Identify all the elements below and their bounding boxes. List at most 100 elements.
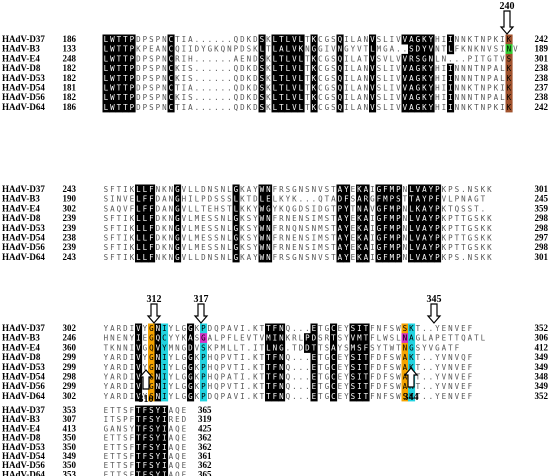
residue-highlight [414,53,422,64]
residue-highlight [388,223,396,234]
residue-highlight [148,323,156,334]
position-label: 317 [194,294,209,305]
start-position: 248 [63,53,77,63]
residue-highlight [161,405,169,415]
start-position: 243 [63,184,77,194]
residue-highlight [343,223,351,234]
residue-highlight [427,252,435,263]
residue-highlight [265,213,273,224]
end-position: 349 [535,381,549,391]
residue-highlight [414,63,422,74]
residue-highlight [102,53,110,64]
residue-highlight [408,233,416,243]
residue-highlight [336,34,344,45]
residue-highlight [102,92,110,103]
residue-highlight [135,213,143,224]
sequence-name: HAdV-D56 [2,381,45,391]
residue-highlight [414,252,422,263]
residue-highlight [401,342,409,353]
residue-highlight [161,469,169,476]
residue-highlight [128,102,136,113]
residue-highlight [401,381,409,392]
residue-highlight [427,242,435,253]
residue-highlight [154,333,162,344]
residue-highlight [336,83,344,93]
residue-highlight [265,184,273,195]
end-position: 238 [535,92,549,102]
residue-highlight [362,323,370,334]
residue-highlight [356,194,364,205]
start-position: 302 [63,323,77,333]
residue-highlight [362,184,370,195]
residue-highlight [414,233,422,243]
residue-highlight [401,333,409,344]
end-position: 238 [535,73,549,83]
residue-highlight [135,469,143,476]
start-position: 239 [63,213,77,223]
residue-highlight [135,433,143,443]
residue-highlight [408,223,416,234]
residue-highlight [291,63,299,74]
residue-highlight [369,73,377,84]
residue-highlight [447,44,455,55]
residue-highlight [284,63,292,74]
end-position: 301 [535,184,549,194]
residue-highlight [401,34,409,45]
end-position: 349 [535,352,549,362]
residue-highlight [154,342,162,353]
residue-highlight [382,184,390,195]
start-position: 299 [63,352,77,362]
residue-highlight [408,333,416,344]
residue-highlight [336,203,344,214]
residue-highlight [356,184,364,195]
residue-highlight [161,333,169,344]
residue-highlight [291,73,299,84]
residue-highlight [330,391,338,402]
start-position: 239 [63,223,77,233]
residue-highlight [343,242,351,253]
residue-highlight [109,44,117,55]
residue-highlight [187,391,195,402]
residue-highlight [310,333,318,344]
residue-highlight [135,252,143,263]
residue-highlight [336,184,344,195]
residue-highlight [174,242,182,253]
arrow [146,303,162,324]
end-position: 301 [535,252,549,262]
residue-highlight [336,233,344,243]
sequence-name: HAdV-D56 [2,460,45,470]
residue-highlight [135,442,143,452]
residue-highlight [336,73,344,84]
residue-highlight [102,83,110,93]
sequence-name: HAdV-D53 [2,73,45,83]
residue-highlight [265,223,273,234]
residue-highlight [421,223,429,234]
residue-highlight [388,242,396,253]
residue-highlight [356,213,364,224]
residue-highlight [232,184,240,195]
residue-highlight [427,83,435,93]
residue-highlight [271,372,279,382]
residue-highlight [258,34,266,45]
residue-highlight [369,34,377,45]
residue-highlight [122,63,130,74]
residue-highlight [135,391,143,402]
start-position: 190 [63,194,77,204]
residue-highlight [414,213,422,224]
residue-highlight [174,184,182,195]
residue-highlight [330,381,338,392]
residue-highlight [395,184,403,195]
residue-highlight [200,323,208,334]
residue-highlight [362,242,370,253]
end-position: 359 [535,203,549,213]
residue-highlight [115,44,123,55]
residue-highlight [278,44,286,55]
residue-highlight [388,252,396,263]
residue-highlight [141,223,149,234]
residue-highlight [161,323,169,334]
